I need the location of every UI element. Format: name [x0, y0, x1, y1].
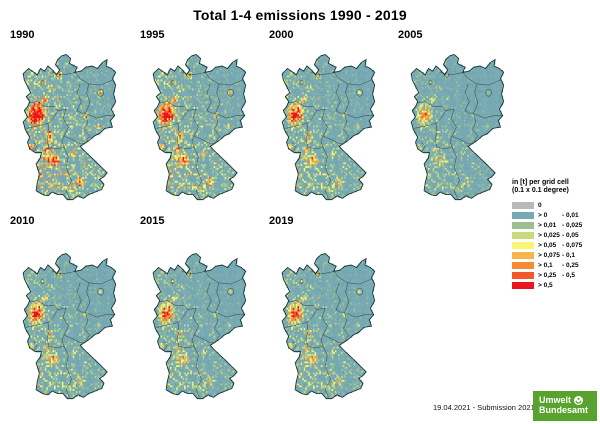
map-year-label: 2010 — [10, 215, 35, 227]
germany-emissions-map — [279, 251, 379, 405]
logo-text-umwelt: Umwelt — [539, 395, 572, 405]
map-panel-3: 2000 — [259, 29, 387, 215]
legend-range-to: - 0,5 — [562, 271, 576, 279]
map-panel-7: 2019 — [259, 215, 387, 405]
legend-range-from: > 0,5 — [538, 281, 553, 289]
legend-range-from: > 0,1 — [538, 261, 553, 269]
legend-color-swatch — [512, 231, 534, 239]
germany-emissions-map — [408, 52, 508, 206]
uba-person-circle-icon — [574, 395, 584, 405]
map-panel-5: 2010 — [0, 215, 128, 405]
map-year-label: 1990 — [10, 29, 35, 41]
legend-range-from: > 0,05 — [538, 241, 557, 249]
map-year-label: 2005 — [398, 29, 423, 41]
legend-row: > 0,25 - 0,5 — [512, 270, 600, 280]
map-year-label: 1995 — [140, 29, 165, 41]
map-panel-6: 2015 — [130, 215, 258, 405]
legend-range-from: > 0,075 — [538, 251, 560, 259]
legend-color-swatch — [512, 221, 534, 229]
germany-emissions-map — [279, 52, 379, 206]
legend-row: 0 — [512, 200, 600, 210]
logo-text-bundesamt: Bundesamt — [539, 405, 589, 415]
map-panel-1: 1990 — [0, 29, 128, 215]
legend-range-to: - 0,25 — [562, 261, 579, 269]
legend-color-swatch — [512, 251, 534, 259]
map-panel-2: 1995 — [130, 29, 258, 215]
legend-color-swatch — [512, 281, 534, 289]
legend-row: > 0,5 — [512, 280, 600, 290]
legend-row: > 0,1 - 0,25 — [512, 260, 600, 270]
legend-color-swatch — [512, 201, 534, 209]
legend-range-from: > 0,025 — [538, 231, 560, 239]
legend-range-from: > 0,01 — [538, 221, 557, 229]
germany-emissions-map — [20, 251, 120, 405]
germany-emissions-map — [20, 52, 120, 206]
legend-color-swatch — [512, 261, 534, 269]
legend: in [t] per grid cell (0.1 x 0.1 degree) … — [512, 179, 600, 290]
legend-range-from: > 0,25 — [538, 271, 557, 279]
figure-title: Total 1-4 emissions 1990 - 2019 — [193, 7, 407, 23]
legend-range-to: - 0,075 — [562, 241, 583, 249]
legend-color-swatch — [512, 211, 534, 219]
legend-row: > 0,01 - 0,025 — [512, 220, 600, 230]
umweltbundesamt-logo: Umwelt Bundesamt — [533, 391, 597, 421]
legend-range-from: > 0 — [538, 211, 548, 219]
legend-range-from: 0 — [538, 201, 542, 209]
map-year-label: 2000 — [269, 29, 294, 41]
map-panel-4: 2005 — [388, 29, 516, 215]
legend-row: > 0,075- 0,1 — [512, 250, 600, 260]
legend-row: > 0 - 0,01 — [512, 210, 600, 220]
legend-title-line1: in [t] per grid cell — [512, 179, 569, 186]
legend-range-to: - 0,025 — [562, 221, 583, 229]
germany-emissions-map — [150, 251, 250, 405]
legend-title: in [t] per grid cell (0.1 x 0.1 degree) — [512, 179, 600, 195]
legend-color-swatch — [512, 241, 534, 249]
germany-emissions-map — [150, 52, 250, 206]
legend-title-line2: (0.1 x 0.1 degree) — [512, 187, 569, 194]
legend-rows: 0 > 0- 0,01 > 0,01- 0,025 > 0,025- 0,05 > 0,… — [512, 200, 600, 290]
legend-color-swatch — [512, 271, 534, 279]
legend-row: > 0,025- 0,05 — [512, 230, 600, 240]
map-year-label: 2015 — [140, 215, 165, 227]
legend-range-to: - 0,05 — [562, 231, 579, 239]
legend-row: > 0,05 - 0,075 — [512, 240, 600, 250]
legend-range-to: - 0,01 — [562, 211, 579, 219]
legend-range-to: - 0,1 — [562, 251, 576, 259]
submission-note: 19.04.2021 - Submission 2021 — [433, 403, 535, 412]
map-year-label: 2019 — [269, 215, 294, 227]
